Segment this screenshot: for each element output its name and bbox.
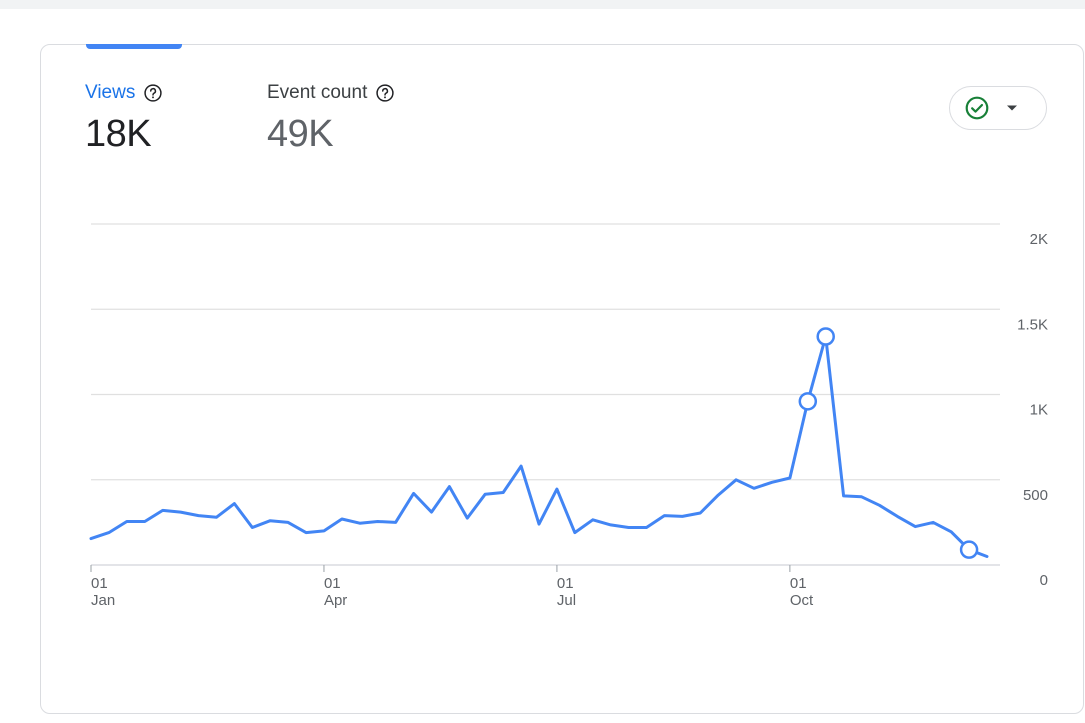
y-tick-label: 500 <box>1023 487 1048 504</box>
x-tick-month: Jan <box>91 592 115 609</box>
x-tick-day: 01 <box>91 575 108 592</box>
y-tick-label: 1K <box>1030 402 1048 419</box>
chart-grid <box>91 223 1000 566</box>
x-tick-day: 01 <box>790 575 807 592</box>
data-point-marker[interactable] <box>798 392 818 411</box>
help-circle-icon[interactable] <box>375 83 395 103</box>
x-tick-month: Oct <box>790 592 814 609</box>
check-circle-icon <box>965 96 989 120</box>
status-dropdown-button[interactable] <box>949 86 1047 130</box>
x-tick-day: 01 <box>557 575 574 592</box>
metric-tab-event-count[interactable]: Event count 49K <box>267 82 395 156</box>
metric-tab-views-header: Views <box>85 82 163 104</box>
views-series-line <box>89 335 989 558</box>
metric-value-views: 18K <box>85 113 152 155</box>
y-tick-label: 1.5K <box>1017 316 1048 333</box>
views-overview-card: Views 18K Event count 49K <box>40 44 1084 714</box>
top-bar <box>0 0 1085 9</box>
y-tick-label: 0 <box>1040 572 1048 589</box>
metric-label-views: Views <box>85 82 136 103</box>
x-tick-day: 01 <box>324 575 341 592</box>
x-tick-month: Jul <box>557 592 576 609</box>
x-tick-month: Apr <box>324 592 347 609</box>
y-tick-label: 2K <box>1030 231 1048 248</box>
metric-label-event-count: Event count <box>267 82 368 103</box>
active-tab-indicator <box>86 44 182 49</box>
metric-tab-views[interactable]: Views 18K <box>85 82 163 156</box>
help-circle-icon[interactable] <box>143 83 163 103</box>
chart-series <box>89 327 989 559</box>
y-axis-labels: 0 500 1K 1.5K 2K <box>1017 231 1048 589</box>
metric-tab-event-count-header: Event count <box>267 82 395 104</box>
data-point-marker[interactable] <box>959 540 979 559</box>
caret-down-icon <box>1007 105 1017 111</box>
metric-value-event-count: 49K <box>267 113 334 155</box>
data-point-marker[interactable] <box>816 327 835 346</box>
